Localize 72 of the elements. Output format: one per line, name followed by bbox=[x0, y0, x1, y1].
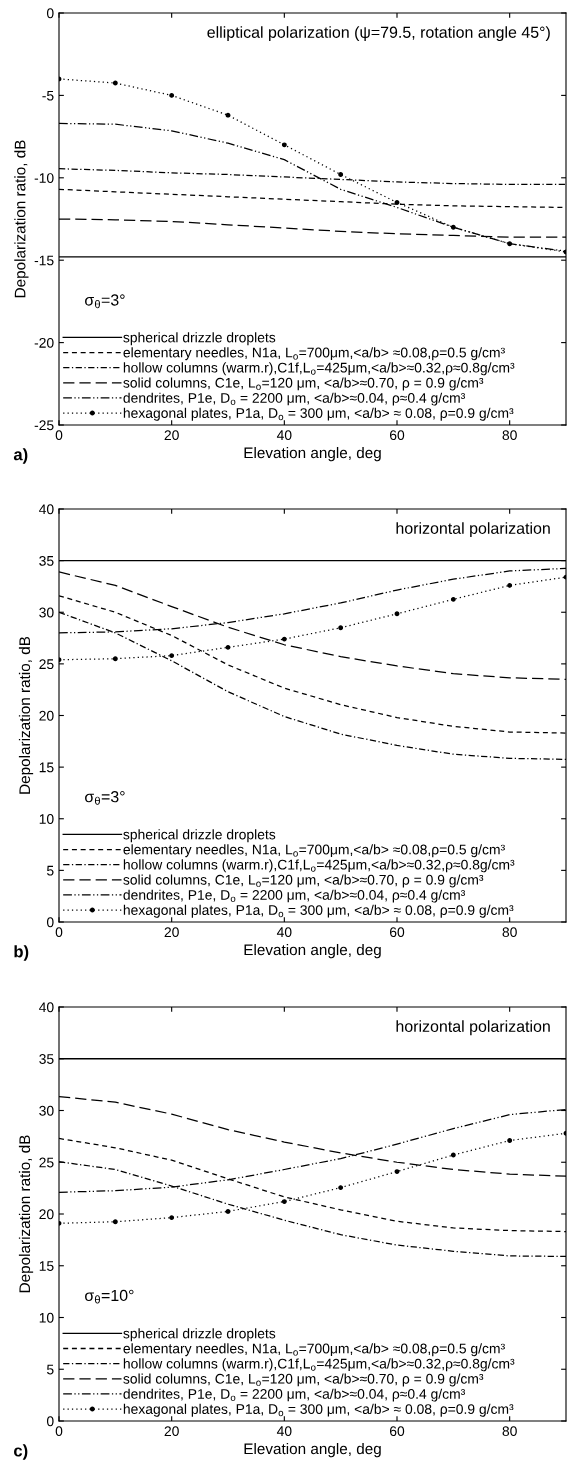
y-tick-label: -25 bbox=[34, 420, 54, 431]
annotation: σ$_{θ}$=10° bbox=[85, 1289, 134, 1304]
legend-label: solid columns, C1e, L$_{o}$=120 μm, <a/b>≈0.70, ρ = 0.9 g/cm³ bbox=[123, 874, 484, 888]
y-tick-label: -5 bbox=[42, 90, 54, 101]
legend-label: solid columns, C1e, L$_{o}$=120 μm, <a/b>≈0.70, ρ = 0.9 g/cm³ bbox=[123, 377, 484, 391]
legend-label: spherical drizzle droplets bbox=[123, 1328, 276, 1342]
legend-label: hexagonal plates, P1a, D$_{o}$ = 300 μm, <a/b> ≈ 0.08, ρ=0.9 g/cm³ bbox=[123, 407, 514, 421]
legend-label: spherical drizzle droplets bbox=[123, 332, 276, 346]
y-tick-label: 25 bbox=[39, 659, 54, 670]
annotation: horizontal polarization bbox=[396, 1020, 550, 1036]
x-tick-label: 80 bbox=[502, 1426, 517, 1437]
text: c) bbox=[14, 1444, 28, 1460]
x-tick-label: 20 bbox=[164, 1426, 179, 1437]
y-tick-label: 35 bbox=[39, 555, 54, 566]
y-tick-label: 40 bbox=[39, 1002, 54, 1013]
x-tick-label: 20 bbox=[164, 927, 179, 938]
y-tick-label: -10 bbox=[34, 173, 54, 183]
legend-label: spherical drizzle droplets bbox=[123, 829, 276, 843]
annotation: elliptical polarization (ψ=79.5, rotation angle 45°) bbox=[207, 26, 550, 42]
y-tick-label: 35 bbox=[39, 1054, 54, 1064]
legend-label: hexagonal plates, P1a, D$_{o}$ = 300 μm, <a/b> ≈ 0.08, ρ=0.9 g/cm³ bbox=[123, 904, 514, 918]
x-tick-label: 80 bbox=[502, 430, 517, 441]
y-tick-label: 20 bbox=[39, 710, 54, 721]
x-axis-title: Elevation angle, deg bbox=[244, 446, 381, 462]
legend-label: elementary needles, N1a, L$_{o}$=700μm,<a/b> ≈0.08,ρ=0.5 g/cm³ bbox=[123, 347, 505, 361]
x-tick-label: 0 bbox=[55, 927, 63, 938]
legend-label: hexagonal plates, P1a, D$_{o}$ = 300 μm, <a/b> ≈ 0.08, ρ=0.9 g/cm³ bbox=[123, 1403, 514, 1417]
x-tick-label: 60 bbox=[389, 927, 405, 938]
x-tick-label: 60 bbox=[389, 430, 405, 441]
legend-label: dendrites, P1e, D$_{o}$ = 2200 μm, <a/b>≈0.04, ρ≈0.4 g/cm³ bbox=[123, 889, 466, 903]
x-axis-title: Elevation angle, deg bbox=[244, 1442, 381, 1458]
x-tick-label: 0 bbox=[55, 430, 63, 441]
legend-label: dendrites, P1e, D$_{o}$ = 2200 μm, <a/b>≈0.04, ρ≈0.4 g/cm³ bbox=[123, 392, 466, 406]
y-tick-label: 0 bbox=[46, 917, 54, 928]
y-tick-label: 10 bbox=[39, 1312, 54, 1323]
y-tick-label: 5 bbox=[46, 1364, 54, 1375]
x-tick-label: 40 bbox=[276, 430, 292, 441]
y-axis-title: Depolarization ratio, dB bbox=[18, 636, 34, 794]
x-tick-label: 60 bbox=[389, 1426, 405, 1437]
y-tick-label: 40 bbox=[39, 504, 54, 515]
x-tick-label: 0 bbox=[55, 1426, 63, 1437]
y-tick-label: -15 bbox=[34, 255, 54, 266]
text: a) bbox=[13, 448, 28, 464]
y-tick-label: 30 bbox=[39, 1105, 54, 1116]
legend-label: dendrites, P1e, D$_{o}$ = 2200 μm, <a/b>≈0.04, ρ≈0.4 g/cm³ bbox=[123, 1388, 466, 1402]
y-axis-title: Depolarization ratio, dB bbox=[18, 1135, 34, 1293]
annotation: horizontal polarization bbox=[396, 522, 550, 538]
y-tick-label: 20 bbox=[39, 1209, 54, 1220]
y-tick-label: 10 bbox=[39, 814, 54, 824]
y-tick-label: -20 bbox=[34, 337, 54, 348]
x-axis-title: Elevation angle, deg bbox=[244, 943, 381, 959]
annotation: σ$_{θ}$=3° bbox=[85, 791, 125, 805]
y-tick-label: 30 bbox=[39, 607, 54, 618]
text: b) bbox=[14, 945, 29, 961]
y-tick-label: 15 bbox=[39, 1261, 54, 1271]
legend-label: elementary needles, N1a, L$_{o}$=700μm,<a/b> ≈0.08,ρ=0.5 g/cm³ bbox=[123, 844, 505, 858]
y-tick-label: 25 bbox=[39, 1157, 54, 1168]
legend-label: hollow columns (warm.r),C1f,L$_{o}$=425μm,<a/b>≈0.32,ρ≈0.8g/cm³ bbox=[123, 362, 515, 376]
x-tick-label: 80 bbox=[502, 927, 517, 938]
y-tick-label: 5 bbox=[46, 865, 54, 876]
x-tick-label: 40 bbox=[276, 1426, 292, 1437]
x-tick-label: 40 bbox=[276, 927, 292, 938]
y-axis-title: Depolarization ratio, dB bbox=[14, 140, 29, 298]
y-tick-label: 0 bbox=[46, 8, 54, 19]
legend-label: elementary needles, N1a, L$_{o}$=700μm,<a/b> ≈0.08,ρ=0.5 g/cm³ bbox=[123, 1343, 505, 1357]
y-tick-label: 0 bbox=[46, 1416, 54, 1427]
legend-label: solid columns, C1e, L$_{o}$=120 μm, <a/b>≈0.70, ρ = 0.9 g/cm³ bbox=[123, 1373, 484, 1387]
y-tick-label: 15 bbox=[39, 762, 54, 773]
legend-label: hollow columns (warm.r),C1f,L$_{o}$=425μm,<a/b>≈0.32,ρ≈0.8g/cm³ bbox=[123, 1358, 515, 1372]
annotation: σ$_{θ}$=3° bbox=[85, 294, 125, 309]
x-tick-label: 20 bbox=[164, 430, 179, 441]
legend-label: hollow columns (warm.r),C1f,L$_{o}$=425μm,<a/b>≈0.32,ρ≈0.8g/cm³ bbox=[123, 859, 515, 873]
